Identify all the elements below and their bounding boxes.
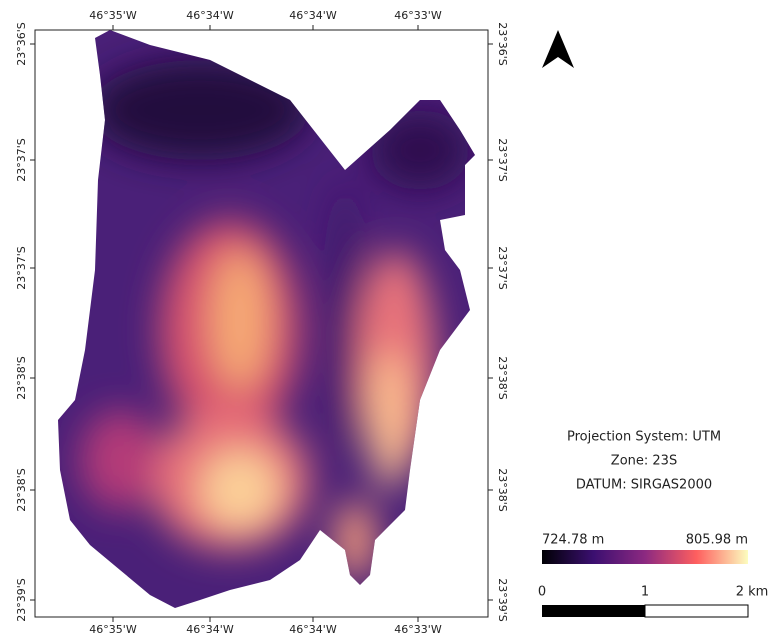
y-coord-label: 23°37'S <box>496 246 509 290</box>
legend-max: 805.98 m <box>686 533 748 548</box>
y-coord-label: 23°38'S <box>496 356 509 400</box>
scale-label: 1 <box>641 585 649 600</box>
north-arrow <box>542 30 574 68</box>
y-coord-label: 23°36'S <box>15 22 28 66</box>
legend-ramp <box>542 550 748 564</box>
projection-system: Projection System: UTM <box>567 430 721 445</box>
x-coord-label: 46°33'W <box>394 9 442 22</box>
y-coord-label: 23°39'S <box>496 578 509 622</box>
y-coord-label: 23°37'S <box>15 246 28 290</box>
datum: DATUM: SIRGAS2000 <box>576 478 712 493</box>
scale-label: 2 km <box>736 585 769 600</box>
y-coord-label: 23°36'S <box>496 22 509 66</box>
x-coord-label: 46°35'W <box>89 623 137 636</box>
scale-bar-white <box>645 605 748 617</box>
x-coord-label: 46°34'W <box>289 623 337 636</box>
zone: Zone: 23S <box>611 454 677 469</box>
scale-bar-black <box>542 605 645 617</box>
y-coord-label: 23°37'S <box>15 138 28 182</box>
x-coord-label: 46°35'W <box>89 9 137 22</box>
y-coord-label: 23°38'S <box>15 356 28 400</box>
x-coord-label: 46°33'W <box>394 623 442 636</box>
map-layout: Projection System: UTM Zone: 23S DATUM: … <box>0 0 771 639</box>
scale-label: 0 <box>538 585 546 600</box>
x-coord-label: 46°34'W <box>186 623 234 636</box>
y-coord-label: 23°38'S <box>496 468 509 512</box>
y-coord-label: 23°37'S <box>496 138 509 182</box>
y-coord-label: 23°39'S <box>15 578 28 622</box>
x-coord-label: 46°34'W <box>186 9 234 22</box>
y-coord-label: 23°38'S <box>15 468 28 512</box>
legend-min: 724.78 m <box>542 533 604 548</box>
x-coord-label: 46°34'W <box>289 9 337 22</box>
